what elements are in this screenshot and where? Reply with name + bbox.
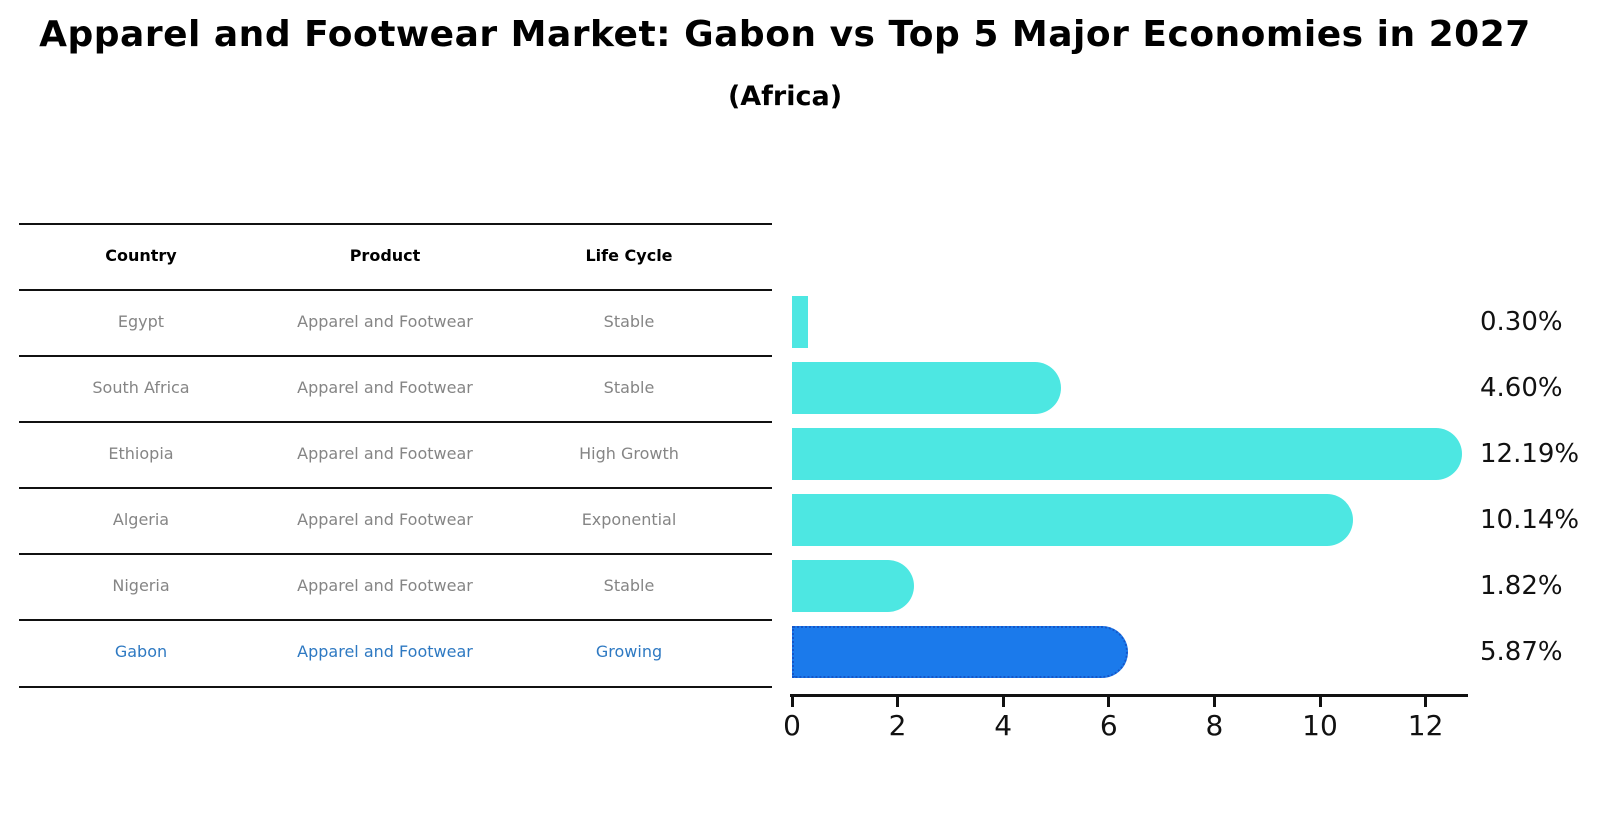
value-label-south-africa: 4.60% [1480,373,1563,403]
table-cell-product-nigeria: Apparel and Footwear [297,576,473,595]
table-cell-country-south-africa: South Africa [92,378,190,397]
x-tick-mark-10 [1318,697,1322,707]
table-line [19,421,772,423]
table-header-country: Country [105,246,177,265]
x-tick-label-4: 4 [994,709,1013,742]
x-tick-mark-0 [790,697,794,707]
x-tick-mark-2 [896,697,900,707]
value-label-ethiopia: 12.19% [1480,439,1580,469]
table-cell-country-algeria: Algeria [112,510,170,529]
chart-title: Apparel and Footwear Market: Gabon vs To… [39,14,1531,55]
table-cell-life-cycle-algeria: Exponential [581,510,677,529]
table-cell-life-cycle-gabon: Growing [595,642,663,661]
table-cell-life-cycle-nigeria: Stable [603,576,655,595]
x-axis-line [790,694,1468,697]
table-cell-country-egypt: Egypt [117,312,165,331]
x-tick-label-12: 12 [1407,709,1444,742]
table-cell-country-gabon: Gabon [114,642,168,661]
value-label-gabon: 5.87% [1480,637,1563,667]
value-label-nigeria: 1.82% [1480,571,1563,601]
bar-algeria [792,494,1354,546]
table-line [19,355,772,357]
table-line [19,553,772,555]
table-cell-product-ethiopia: Apparel and Footwear [297,444,473,463]
table-cell-product-south-africa: Apparel and Footwear [297,378,473,397]
bar-egypt [792,296,808,348]
x-tick-label-0: 0 [783,709,801,742]
table-cell-life-cycle-egypt: Stable [603,312,655,331]
title-block: Apparel and Footwear Market: Gabon vs To… [0,0,1570,112]
x-tick-label-10: 10 [1302,709,1338,742]
table-cell-country-ethiopia: Ethiopia [108,444,174,463]
x-tick-label-6: 6 [1099,709,1118,742]
table-header-life-cycle: Life Cycle [585,246,673,265]
bar-gabon [792,626,1128,678]
value-label-algeria: 10.14% [1480,505,1580,535]
table-header-product: Product [349,246,421,265]
x-tick-mark-4 [1001,697,1005,707]
table-line [19,619,772,621]
table-line [19,686,772,688]
x-tick-mark-8 [1212,697,1216,707]
bar-nigeria [792,560,915,612]
table-line [19,289,772,291]
table-cell-product-egypt: Apparel and Footwear [297,312,473,331]
table-cell-product-algeria: Apparel and Footwear [297,510,473,529]
table-line [19,487,772,489]
table-cell-life-cycle-south-africa: Stable [603,378,655,397]
table-cell-country-nigeria: Nigeria [112,576,170,595]
table-cell-life-cycle-ethiopia: High Growth [579,444,679,463]
table-line [19,223,772,225]
bar-ethiopia [792,428,1462,480]
table-cell-product-gabon: Apparel and Footwear [297,642,473,661]
x-tick-mark-12 [1424,697,1428,707]
value-label-egypt: 0.30% [1480,307,1563,337]
chart-subtitle: (Africa) [727,81,843,112]
bar-south-africa [792,362,1061,414]
x-tick-label-2: 2 [888,709,907,742]
x-tick-label-8: 8 [1205,709,1224,742]
x-tick-mark-6 [1107,697,1111,707]
